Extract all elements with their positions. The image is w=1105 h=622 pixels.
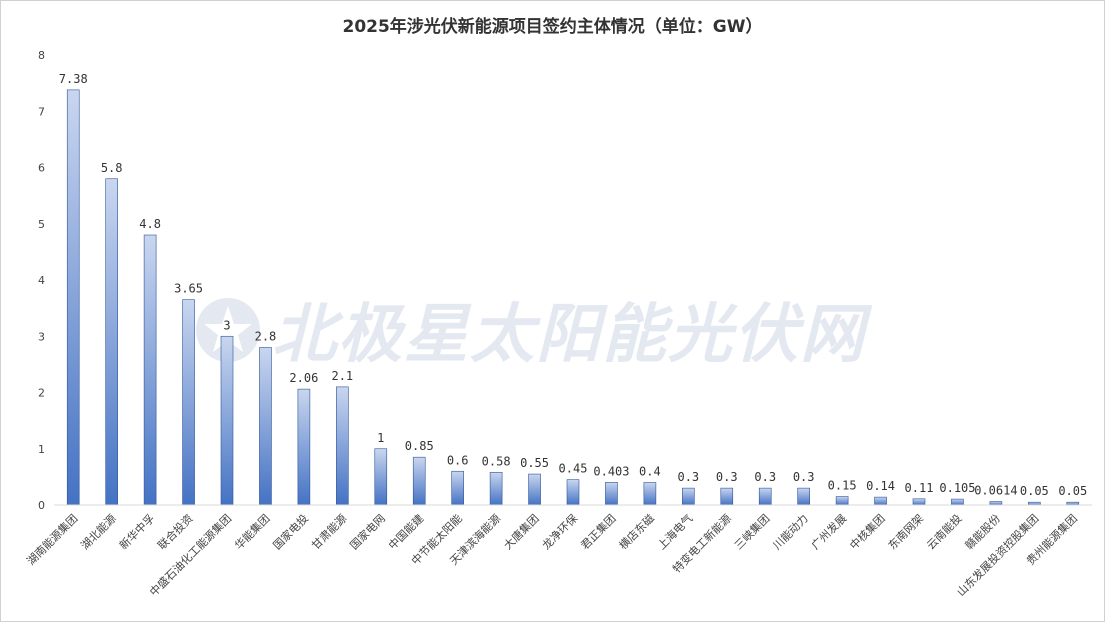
- data-label: 0.3: [793, 470, 815, 484]
- data-label: 3.65: [174, 282, 203, 296]
- x-tick-label: 湖南能源集团: [24, 511, 81, 568]
- bar: [682, 487, 695, 506]
- data-label: 0.105: [939, 481, 975, 495]
- data-label: 3: [223, 318, 230, 332]
- bar: [412, 456, 426, 506]
- x-tick-label: 君正集团: [578, 511, 619, 552]
- bar: [220, 335, 234, 506]
- bar: [105, 178, 118, 506]
- x-tick-label: 东南网架: [886, 512, 926, 552]
- x-tick-label: 中核集团: [847, 511, 888, 552]
- y-tick-label: 0: [38, 499, 45, 512]
- data-label: 0.3: [677, 470, 699, 484]
- y-tick-label: 2: [38, 387, 45, 400]
- x-tick-label: 横店东磁: [616, 511, 657, 552]
- data-labels: 7.38 5.8 4.8 3.65 3 2.8 2.06 2.1 1 0.85 0.6 0.58 0.5…: [59, 72, 1087, 498]
- data-label: 0.4: [639, 465, 661, 479]
- bar: [912, 498, 926, 506]
- y-tick-label: 1: [38, 443, 45, 456]
- data-label: 4.8: [139, 217, 161, 231]
- bar: [605, 482, 618, 506]
- x-tick-label: 甘肃能源: [308, 511, 349, 552]
- x-tick-label: 华能集团: [232, 511, 273, 552]
- bar: [259, 347, 272, 506]
- bar: [489, 472, 503, 506]
- bar: [566, 479, 580, 506]
- bar: [66, 89, 80, 506]
- x-tick-label: 国家电网: [347, 511, 388, 552]
- y-tick-label: 6: [38, 162, 45, 175]
- chart-title: 2025年涉光伏新能源项目签约主体情况（单位：GW）: [342, 17, 763, 37]
- bar: [182, 299, 195, 506]
- data-label: 0.6: [447, 453, 469, 467]
- bar: [374, 448, 388, 506]
- polaris-star-logo: [196, 298, 260, 362]
- x-tick-label: 湖北能源: [78, 511, 119, 552]
- x-tick-label: 川能动力: [770, 511, 811, 552]
- y-tick-label: 4: [38, 274, 45, 287]
- data-label: 2.8: [255, 330, 277, 344]
- bar: [643, 482, 657, 506]
- data-label: 0.45: [559, 462, 588, 476]
- x-tick-label: 广州发展: [808, 511, 849, 552]
- data-label: 0.14: [866, 479, 895, 493]
- bar: [989, 501, 1003, 506]
- bar: [797, 487, 810, 506]
- y-axis: 0 1 2 3 4 5 6 7 8: [38, 49, 45, 512]
- watermark: 北极星太阳能光伏网: [196, 298, 873, 372]
- bar: [951, 498, 964, 506]
- y-tick-label: 3: [38, 330, 45, 343]
- data-label: 1: [377, 431, 384, 445]
- data-label: 2.06: [289, 371, 318, 385]
- x-tick-label: 新华中孚: [116, 511, 157, 552]
- data-label: 5.8: [101, 161, 123, 175]
- bar: [143, 234, 157, 506]
- data-label: 0.05: [1020, 484, 1049, 498]
- bar: [720, 487, 734, 506]
- bar: [874, 496, 887, 506]
- data-label: 7.38: [59, 72, 88, 86]
- data-label: 0.58: [482, 454, 511, 468]
- data-label: 0.3: [754, 470, 776, 484]
- x-tick-label: 龙净环保: [539, 511, 580, 552]
- y-tick-label: 7: [38, 105, 45, 118]
- data-label: 0.3: [716, 470, 738, 484]
- x-tick-label: 三峡集团: [731, 511, 772, 552]
- data-label: 0.05: [1058, 484, 1087, 498]
- watermark-text: 北极星太阳能光伏网: [272, 298, 873, 372]
- data-label: 0.11: [905, 481, 934, 495]
- data-label: 0.85: [405, 439, 434, 453]
- bar: [758, 487, 772, 506]
- data-label: 0.55: [520, 456, 549, 470]
- data-label: 0.0614: [974, 484, 1017, 498]
- x-tick-label: 云南能投: [924, 511, 965, 552]
- y-tick-label: 8: [38, 49, 45, 62]
- bar: [835, 496, 849, 506]
- data-label: 2.1: [331, 369, 353, 383]
- bar: [297, 388, 311, 506]
- bar: [451, 470, 464, 506]
- y-tick-label: 5: [38, 218, 45, 231]
- data-label: 0.15: [828, 479, 857, 493]
- bar: [528, 473, 541, 506]
- x-axis-labels: 湖南能源集团湖北能源新华中孚联合投资中盛石油化工能源集团华能集团国家电投甘肃能源…: [24, 511, 1080, 599]
- x-tick-label: 国家电投: [270, 511, 311, 552]
- x-tick-label: 大唐集团: [501, 511, 542, 552]
- data-label: 0.403: [593, 464, 629, 478]
- bar: [336, 386, 349, 506]
